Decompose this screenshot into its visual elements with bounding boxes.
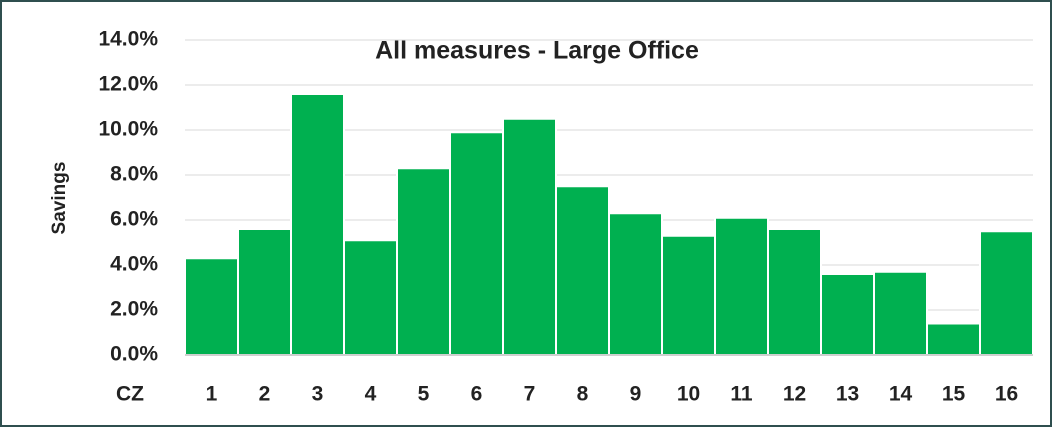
bar bbox=[661, 234, 716, 356]
x-tick-label: 13 bbox=[836, 383, 859, 406]
x-axis-label: CZ bbox=[116, 383, 144, 406]
x-tick-label: 9 bbox=[630, 383, 642, 406]
bar bbox=[449, 131, 504, 356]
x-tick-label: 2 bbox=[259, 383, 271, 406]
y-tick-label: 10.0% bbox=[98, 118, 158, 141]
bar bbox=[184, 257, 239, 356]
x-tick-label: 11 bbox=[730, 383, 753, 406]
bar bbox=[237, 228, 292, 356]
bar bbox=[343, 239, 398, 356]
chart-title: All measures - Large Office bbox=[375, 37, 699, 65]
x-tick-label: 14 bbox=[889, 383, 913, 406]
bar bbox=[555, 185, 610, 356]
x-tick-label: 7 bbox=[524, 383, 536, 406]
bar bbox=[926, 322, 981, 356]
x-tick-label: 12 bbox=[783, 383, 806, 406]
y-tick-label: 2.0% bbox=[110, 298, 158, 321]
bar bbox=[767, 228, 822, 356]
y-tick-label: 12.0% bbox=[98, 73, 158, 96]
y-tick-label: 6.0% bbox=[110, 208, 158, 231]
x-tick-label: 15 bbox=[942, 383, 966, 406]
bar bbox=[820, 273, 875, 356]
bar bbox=[873, 270, 928, 356]
bar bbox=[396, 167, 451, 356]
y-axis-label: Savings bbox=[49, 162, 70, 235]
y-tick-label: 0.0% bbox=[110, 343, 158, 366]
x-tick-label: 10 bbox=[677, 383, 700, 406]
y-tick-label: 8.0% bbox=[110, 163, 158, 186]
x-tick-label: 8 bbox=[577, 383, 589, 406]
x-tick-label: 4 bbox=[365, 383, 377, 406]
x-tick-label: 1 bbox=[206, 383, 218, 406]
x-tick-label: 6 bbox=[471, 383, 483, 406]
x-tick-label: 5 bbox=[418, 383, 430, 406]
y-tick-label: 4.0% bbox=[110, 253, 158, 276]
y-tick-label: 14.0% bbox=[98, 28, 158, 51]
bar bbox=[979, 230, 1034, 356]
bar bbox=[608, 212, 663, 356]
x-tick-label: 16 bbox=[995, 383, 1018, 406]
x-tick-label: 3 bbox=[312, 383, 324, 406]
bar bbox=[290, 93, 345, 356]
bar bbox=[714, 216, 769, 356]
bar bbox=[502, 117, 557, 356]
